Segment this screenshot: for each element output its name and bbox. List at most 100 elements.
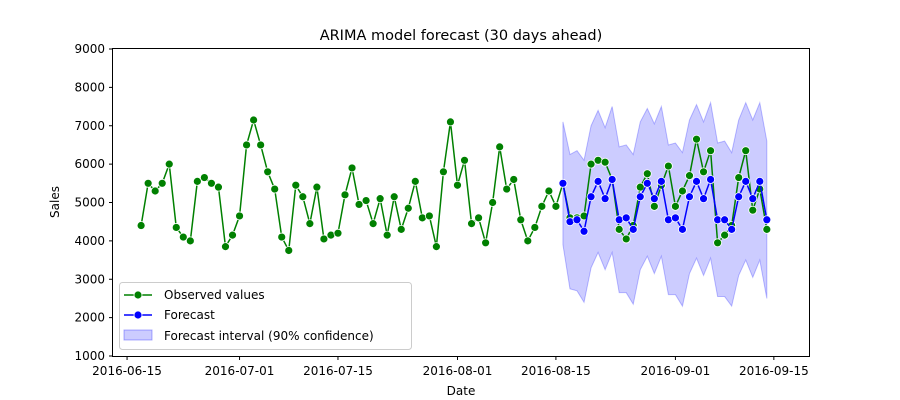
observed-point [495, 142, 505, 152]
x-tick-label: 2016-08-01 [423, 364, 493, 378]
observed-point [523, 236, 533, 246]
observed-point [214, 182, 223, 192]
observed-point [207, 178, 216, 188]
x-tick-label: 2016-07-01 [205, 364, 275, 378]
observed-point [354, 200, 364, 209]
forecast-point [720, 215, 730, 225]
observed-point [544, 186, 554, 196]
observed-point [741, 146, 751, 156]
observed-point [319, 234, 329, 244]
legend-observed-marker [133, 290, 143, 300]
observed-point [333, 228, 343, 238]
observed-point [150, 186, 160, 196]
observed-point [396, 224, 406, 234]
forecast-point [579, 226, 589, 236]
x-tick-label: 2016-06-15 [92, 364, 162, 378]
x-axis-label: Date [447, 384, 476, 398]
legend-observed-label: Observed values [164, 288, 265, 302]
observed-point [270, 184, 280, 194]
observed-point [305, 219, 315, 229]
legend: Observed values Forecast Forecast interv… [119, 282, 412, 350]
observed-point [298, 192, 308, 202]
observed-point [600, 157, 610, 167]
observed-point [706, 146, 715, 156]
observed-point [136, 221, 146, 230]
observed-point [671, 201, 680, 211]
observed-point [192, 176, 202, 186]
observed-point [235, 211, 244, 221]
legend-forecast-marker [133, 310, 143, 320]
y-axis: 1000 2000 3000 4000 5000 6000 7000 8000 9000 [74, 42, 113, 363]
observed-point [446, 117, 455, 127]
forecast-point [699, 194, 708, 204]
forecast-point [635, 192, 645, 202]
observed-point [481, 238, 491, 248]
forecast-point [741, 176, 751, 186]
observed-point [424, 211, 434, 221]
forecast-point [671, 213, 680, 223]
y-tick-label: 9000 [74, 42, 105, 56]
observed-point [171, 223, 181, 232]
forecast-point [678, 224, 687, 234]
x-tick-label: 2016-08-15 [521, 364, 591, 378]
observed-point [635, 182, 645, 192]
observed-point [621, 234, 631, 244]
observed-point [178, 232, 188, 242]
x-tick-label: 2016-09-15 [739, 364, 809, 378]
forecast-point [755, 176, 765, 186]
observed-point [284, 246, 294, 255]
observed-point [431, 242, 441, 252]
observed-point [453, 180, 462, 190]
observed-point [530, 223, 540, 232]
legend-interval-swatch [123, 329, 153, 341]
forecast-point [607, 175, 617, 184]
observed-point [642, 169, 652, 179]
y-tick-label: 6000 [74, 157, 105, 171]
y-tick-label: 8000 [74, 80, 105, 94]
forecast-point [600, 194, 610, 204]
observed-point [242, 140, 251, 150]
y-tick-label: 1000 [74, 349, 105, 363]
forecast-point [628, 224, 638, 234]
observed-point [586, 159, 596, 169]
observed-point [157, 178, 167, 188]
forecast-point [642, 178, 652, 188]
observed-point [199, 173, 209, 182]
observed-point [143, 178, 153, 188]
observed-point [368, 219, 378, 229]
observed-point [516, 215, 526, 225]
forecast-point [727, 224, 737, 234]
y-axis-label: Sales [48, 186, 62, 218]
observed-point [347, 163, 357, 173]
observed-point [649, 201, 659, 211]
legend-box [119, 282, 412, 350]
observed-point [291, 180, 301, 190]
forecast-point [593, 176, 603, 186]
observed-point [474, 213, 483, 223]
forecast-point [586, 192, 596, 202]
y-tick-label: 7000 [74, 119, 105, 133]
x-tick-label: 2016-09-01 [641, 364, 711, 378]
observed-point [185, 236, 195, 246]
observed-point [537, 201, 547, 211]
observed-point [699, 167, 708, 177]
forecast-point [685, 192, 694, 202]
x-axis: 2016-06-15 2016-07-01 2016-07-15 2016-08-01… [92, 356, 809, 378]
observed-point [164, 159, 174, 169]
observed-point [748, 205, 758, 215]
observed-point [382, 230, 392, 240]
observed-point [460, 155, 469, 165]
observed-point [713, 238, 723, 248]
observed-point [361, 196, 371, 205]
observed-point [614, 224, 624, 234]
observed-point [734, 173, 744, 182]
forecast-point [706, 175, 715, 184]
y-tick-label: 2000 [74, 311, 105, 325]
observed-point [502, 184, 512, 194]
observed-point [488, 198, 498, 207]
observed-point [263, 167, 273, 177]
forecast-point [656, 176, 666, 186]
observed-point [277, 232, 287, 242]
x-tick-label: 2016-07-15 [303, 364, 373, 378]
